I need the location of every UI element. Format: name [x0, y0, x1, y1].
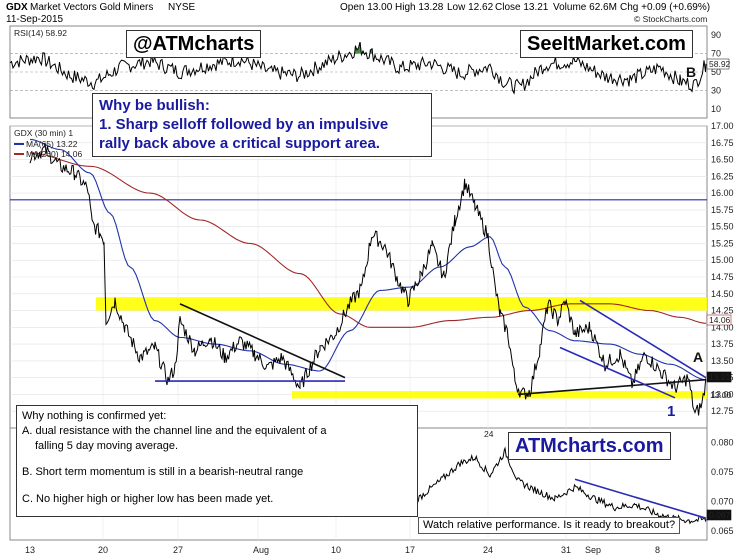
- price-tag: 13.21: [709, 372, 731, 382]
- ma260-legend: MA(260) 14.06: [26, 149, 82, 159]
- callout-caution-title: Why nothing is confirmed yet:: [22, 410, 167, 422]
- rsi-tick-10: 10: [711, 104, 721, 114]
- header-copyright: © StockCharts.com: [634, 14, 707, 24]
- ma260-tag-box: [706, 314, 732, 326]
- rel-tick-0.075: 0.075: [711, 467, 734, 477]
- rel-tag-box: [706, 509, 732, 521]
- rel-tick-0.065: 0.065: [711, 526, 734, 536]
- rel-tick-0.080: 0.080: [711, 438, 734, 448]
- price-ticks: 12.7513.0013.2513.5013.7514.0014.2514.50…: [711, 121, 734, 416]
- callout-bullish-line2: rally back above a critical support area…: [99, 135, 380, 152]
- rel-tag: 0.067: [709, 510, 731, 520]
- header-open: Open 13.00: [340, 2, 393, 13]
- price-tick: 15.25: [711, 238, 734, 248]
- x-label-24: 24: [483, 545, 493, 555]
- price-tick: 16.75: [711, 138, 734, 148]
- x-label-27: 27: [173, 545, 183, 555]
- price-marker-a: A: [693, 349, 703, 365]
- price-marker-1: 1: [667, 403, 675, 420]
- callout-caution-a1: A. dual resistance with the channel line…: [22, 425, 327, 437]
- price-tick: 14.25: [711, 306, 734, 316]
- x-label-13: 13: [25, 545, 35, 555]
- rel-ticks: 0.080 0.075 0.070 0.065: [711, 438, 734, 536]
- x-label-Aug: Aug: [253, 545, 269, 555]
- ma65-line: [29, 138, 707, 381]
- x-label-20: 20: [98, 545, 108, 555]
- price-tag-box: [706, 371, 732, 383]
- callout-bullish-title: Why be bullish:: [99, 97, 210, 114]
- callout-bullish-line1: 1. Sharp selloff followed by an impulsiv…: [99, 116, 389, 133]
- trendline-4: [559, 346, 676, 399]
- resistance-zone-band: [96, 297, 707, 311]
- price-tick: 12.75: [711, 406, 734, 416]
- trendline-2: [517, 378, 707, 396]
- price-tick: 13.75: [711, 339, 734, 349]
- header-symbol: GDX: [6, 2, 28, 13]
- price-tick: 13.00: [711, 389, 734, 399]
- header-date: 11-Sep-2015: [6, 14, 64, 25]
- price-tick: 14.50: [711, 289, 734, 299]
- price-tick: 17.00: [711, 121, 734, 131]
- rsi-tick-30: 30: [711, 85, 721, 95]
- x-label-17: 17: [405, 545, 415, 555]
- x-label-10: 10: [331, 545, 341, 555]
- callout-bullish: Why be bullish: 1. Sharp selloff followe…: [92, 93, 432, 157]
- brand-atmcharts-top: @ATMcharts: [126, 30, 262, 58]
- ma65-legend: MA(65) 13.22: [26, 139, 78, 149]
- price-tick: 16.50: [711, 155, 734, 165]
- header-chg: Chg +0.09 (+0.69%): [620, 2, 710, 13]
- rsi-line: [9, 42, 707, 95]
- rsi-tag: 58.92: [709, 59, 731, 69]
- header-exchange: NYSE: [168, 2, 196, 13]
- price-legend: GDX (30 min) 1: [14, 128, 73, 138]
- rsi-tick-90: 90: [711, 30, 721, 40]
- brand-atmcharts-bottom: ATMcharts.com: [508, 432, 671, 460]
- price-line: [29, 142, 707, 416]
- callout-caution: Why nothing is confirmed yet: A. dual re…: [16, 405, 418, 517]
- ma260-tag: 14.06: [709, 315, 731, 325]
- header-high: High 13.28: [395, 2, 444, 13]
- header-close: Close 13.21: [495, 2, 549, 13]
- x-label-8: 8: [655, 545, 660, 555]
- trendline-1: [179, 303, 346, 379]
- brand-seeitmarket: SeeItMarket.com: [520, 30, 693, 58]
- price-tick: 15.00: [711, 255, 734, 265]
- price-tick: 15.50: [711, 222, 734, 232]
- rel-tick-0.070: 0.070: [711, 497, 734, 507]
- price-tick: 16.00: [711, 188, 734, 198]
- rsi-tag-box: [706, 58, 730, 70]
- callout-caution-b: B. Short term momentum is still in a bea…: [22, 466, 304, 478]
- callout-caution-a2: falling 5 day moving average.: [35, 440, 179, 452]
- support-zone-band: [292, 391, 707, 399]
- support-tag: 13.00: [710, 390, 732, 400]
- x-axis-labels: 13 20 27 Aug 10 17 24 31 Sep 8: [25, 545, 660, 555]
- price-tick: 13.50: [711, 356, 734, 366]
- price-tick: 14.75: [711, 272, 734, 282]
- trendlines: [155, 299, 707, 399]
- trendline-3: [579, 299, 707, 379]
- price-tick: 15.75: [711, 205, 734, 215]
- rsi-label: RSI(14) 58.92: [14, 28, 67, 38]
- rsi-tick-50: 50: [711, 67, 721, 77]
- day-24-label: 24: [484, 429, 494, 439]
- callout-caution-c: C. No higher high or higher low has been…: [22, 493, 274, 505]
- header-name: Market Vectors Gold Miners: [30, 2, 153, 13]
- rsi-tick-70: 70: [711, 49, 721, 59]
- ma260-line: [29, 152, 707, 328]
- price-tick: 14.00: [711, 322, 734, 332]
- x-label-31: 31: [561, 545, 571, 555]
- price-tick: 16.25: [711, 171, 734, 181]
- rsi-ticks: 90 70 50 30 10: [711, 30, 721, 114]
- relative-performance-line: [417, 446, 707, 525]
- relative-trendline: [574, 478, 707, 519]
- header-low: Low 12.62: [447, 2, 494, 13]
- relative-note: Watch relative performance. Is it ready …: [418, 517, 680, 534]
- x-label-Sep: Sep: [585, 545, 601, 555]
- rsi-marker-b: B: [686, 64, 696, 80]
- header-volume: Volume 62.6M: [553, 2, 617, 13]
